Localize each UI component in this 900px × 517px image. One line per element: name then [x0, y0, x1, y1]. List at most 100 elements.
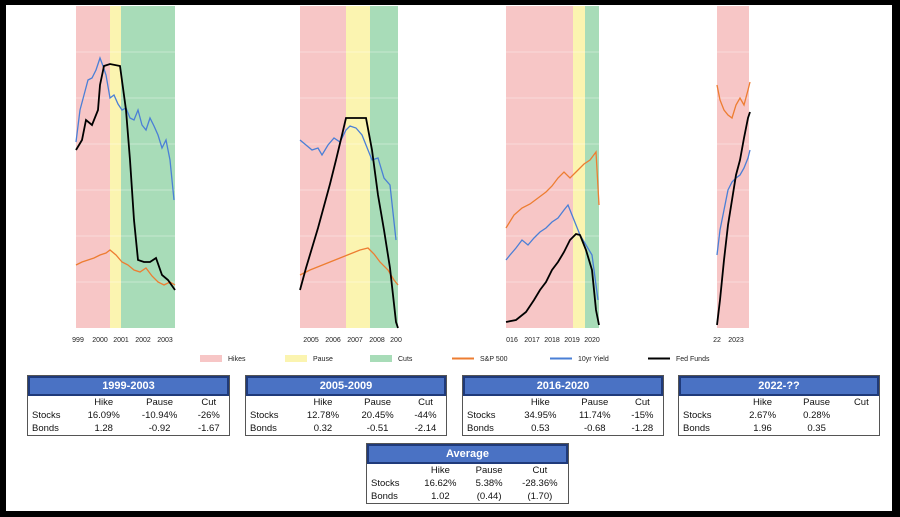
regime-band: [585, 6, 599, 328]
series-fed-funds: [299, 117, 399, 329]
col-header: Pause: [803, 397, 831, 408]
stats-table: Hike Pause Cut Stocks 16.62% 5.38% -28.36% Bo…: [367, 464, 568, 503]
col-header: Hike: [753, 397, 773, 408]
legend-label: Cuts: [398, 356, 413, 363]
x-tick-label: 2007: [347, 337, 363, 344]
col-header: Cut: [853, 397, 869, 408]
row-label: Stocks: [467, 410, 496, 421]
cell: 34.95%: [524, 410, 557, 421]
x-tick-label: 200: [390, 337, 402, 344]
table-title: 2022-??: [679, 376, 879, 396]
series-sp500: [716, 81, 751, 120]
regime-band: [300, 6, 346, 328]
cell: (1.70): [527, 491, 553, 502]
cell: -15%: [631, 410, 654, 421]
x-tick-label: 2023: [728, 337, 744, 344]
legend-label: 10yr Yield: [578, 356, 609, 363]
regime-band: [76, 6, 110, 328]
cell: 0.35: [807, 423, 826, 434]
stats-table: Hike Pause Cut Stocks 12.78% 20.45% -44% Bond…: [246, 396, 446, 435]
cell: [844, 422, 879, 435]
col-header: Pause: [364, 397, 392, 408]
table-1999-2003: 1999-2003 Hike Pause Cut Stocks 16.09% -10.9…: [27, 375, 230, 436]
cell: 11.74%: [579, 410, 611, 421]
cell: -28.36%: [522, 478, 558, 489]
x-tick-label: 2005: [303, 337, 319, 344]
series-10yr-yield: [299, 125, 397, 241]
table-2016-2020: 2016-2020 Hike Pause Cut Stocks 34.95% 11.74…: [462, 375, 664, 436]
series-fed-funds: [75, 63, 176, 291]
table-2022: 2022-?? Hike Pause Cut Stocks 2.67% 0.28% Bo…: [678, 375, 880, 436]
table-title: Average: [367, 444, 568, 464]
col-header: Cut: [532, 465, 548, 476]
cell: 0.53: [531, 423, 550, 434]
legend-label: Hikes: [228, 356, 246, 363]
x-tick-label: 2008: [369, 337, 385, 344]
col-header: Pause: [581, 397, 609, 408]
row-label: Bonds: [683, 423, 710, 434]
stats-table: Hike Pause Cut Stocks 16.09% -10.94% -26% Bon…: [28, 396, 229, 435]
row-label: Bonds: [32, 423, 59, 434]
cell: -2.14: [414, 423, 437, 434]
col-header: Hike: [430, 465, 450, 476]
table-title: 2005-2009: [246, 376, 446, 396]
cell: 16.09%: [87, 410, 120, 421]
row-label: Stocks: [371, 478, 400, 489]
cell: 16.62%: [424, 478, 457, 489]
regime-band: [110, 6, 121, 328]
table-title: 2016-2020: [463, 376, 663, 396]
legend-label: Fed Funds: [676, 356, 710, 363]
series-sp500: [75, 249, 176, 286]
x-tick-label: 2006: [325, 337, 341, 344]
cell: 1.02: [431, 491, 450, 502]
legend-swatch: [285, 355, 307, 362]
col-header: Hike: [94, 397, 114, 408]
legend-label: S&P 500: [480, 356, 508, 363]
series-fed-funds: [716, 111, 751, 326]
row-label: Bonds: [371, 491, 398, 502]
cell: 5.38%: [475, 478, 503, 489]
x-tick-label: 22: [713, 337, 721, 344]
regime-band: [346, 6, 370, 328]
cell: [844, 409, 879, 422]
series-sp500: [299, 247, 399, 286]
table-average: Average Hike Pause Cut Stocks 16.62% 5.38% -2…: [366, 443, 569, 504]
regime-band: [573, 6, 585, 328]
x-tick-label: 2001: [113, 337, 129, 344]
x-tick-label: 2017: [524, 337, 540, 344]
row-label: Stocks: [32, 410, 61, 421]
row-label: Bonds: [250, 423, 277, 434]
cell: (0.44): [476, 491, 502, 502]
series-sp500: [505, 150, 600, 229]
col-header: Pause: [146, 397, 174, 408]
legend-swatch: [370, 355, 392, 362]
row-label: Stocks: [250, 410, 279, 421]
series-fed-funds: [505, 233, 600, 326]
stats-table: Hike Pause Cut Stocks 34.95% 11.74% -15% Bond…: [463, 396, 663, 435]
cell: -0.51: [366, 423, 389, 434]
cell: -26%: [197, 410, 220, 421]
cell: -44%: [414, 410, 437, 421]
x-tick-label: 016: [506, 337, 518, 344]
cell: 0.28%: [803, 410, 831, 421]
cell: 12.78%: [306, 410, 340, 421]
x-tick-label: 2020: [584, 337, 600, 344]
x-tick-label: 2019: [564, 337, 580, 344]
stats-table: Hike Pause Cut Stocks 2.67% 0.28% Bonds 1.96 0…: [679, 396, 879, 435]
cell: -0.92: [148, 423, 171, 434]
col-header: Hike: [530, 397, 550, 408]
x-tick-label: 2003: [157, 337, 173, 344]
x-tick-label: 2000: [92, 337, 108, 344]
col-header: Pause: [475, 465, 503, 476]
x-tick-label: 2018: [544, 337, 560, 344]
cell: -1.28: [631, 423, 654, 434]
row-label: Stocks: [683, 410, 712, 421]
col-header: Cut: [634, 397, 650, 408]
series-10yr-yield: [75, 56, 175, 201]
series-10yr-yield: [716, 149, 751, 256]
cell: -1.67: [197, 423, 220, 434]
table-2005-2009: 2005-2009 Hike Pause Cut Stocks 12.78% 20.45…: [245, 375, 447, 436]
cell: 1.96: [753, 423, 772, 434]
cell: 1.28: [94, 423, 113, 434]
